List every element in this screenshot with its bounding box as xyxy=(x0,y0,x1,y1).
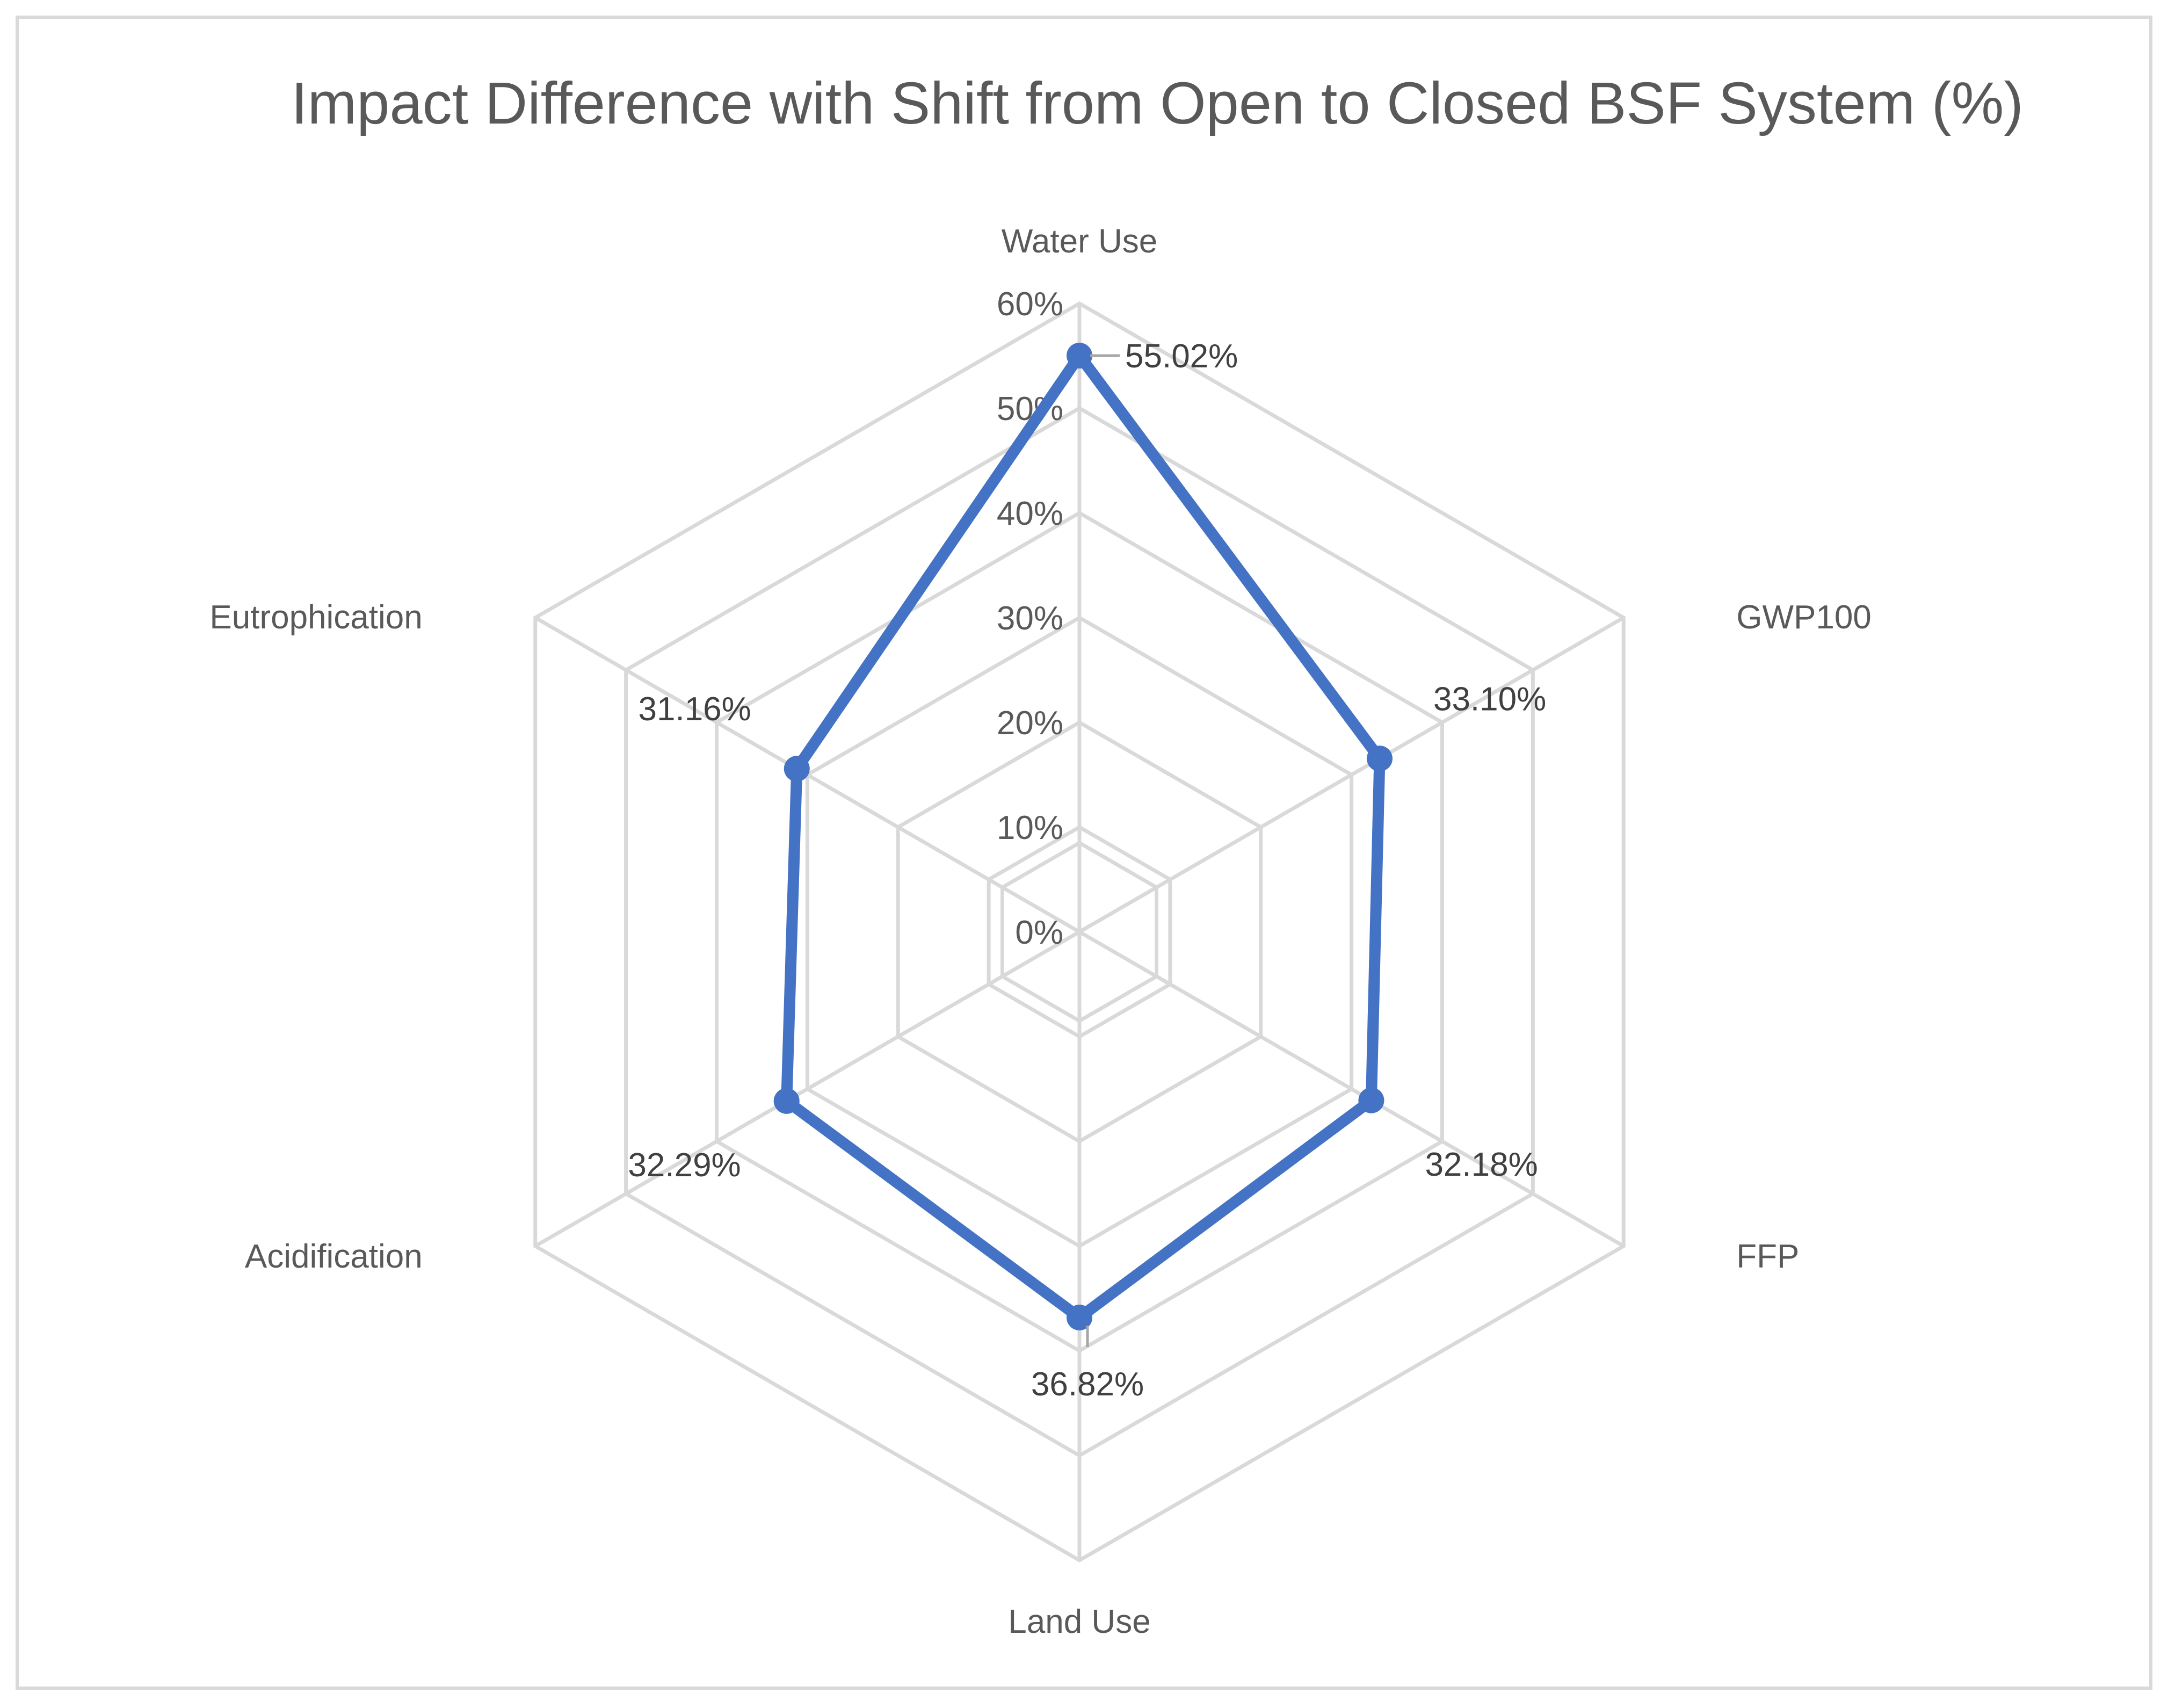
axis-label-layer: Water Use GWP100 FFP Land Use Acidification E… xyxy=(209,223,1871,1640)
chart-title: Impact Difference with Shift from Open t… xyxy=(291,70,2024,136)
tick-label-0: 0% xyxy=(1015,914,1063,951)
data-label-layer: 55.02% 33.10% 32.18% 36.82% 32.29% 31.16% xyxy=(628,338,1546,1403)
axis-label-water-use: Water Use xyxy=(1002,223,1158,260)
tick-label-30: 30% xyxy=(997,600,1063,637)
axis-label-ffp: FFP xyxy=(1736,1238,1799,1275)
axis-label-eutrophication: Eutrophication xyxy=(209,599,422,636)
spoke-acidification xyxy=(534,930,1081,1248)
data-label-ffp: 32.18% xyxy=(1425,1146,1538,1183)
series-layer xyxy=(773,343,1393,1330)
data-point-ffp xyxy=(1358,1087,1384,1113)
data-point-gwp100 xyxy=(1366,746,1393,772)
axis-label-acidification: Acidification xyxy=(245,1238,423,1275)
tick-label-40: 40% xyxy=(997,495,1063,532)
data-label-land-use: 36.82% xyxy=(1031,1366,1144,1403)
data-label-gwp100: 33.10% xyxy=(1433,681,1546,718)
tick-label-10: 10% xyxy=(997,809,1063,846)
data-label-water-use: 55.02% xyxy=(1125,338,1238,375)
spoke-ffp xyxy=(1078,930,1625,1248)
data-point-water-use xyxy=(1067,343,1092,369)
data-label-acidification: 32.29% xyxy=(628,1147,741,1184)
tick-label-20: 20% xyxy=(997,705,1063,742)
data-point-acidification xyxy=(773,1088,800,1114)
data-label-eutrophication: 31.16% xyxy=(639,691,751,728)
data-point-eutrophication xyxy=(784,756,810,782)
tick-label-60: 60% xyxy=(997,286,1063,323)
chart-border xyxy=(16,16,2152,1690)
axis-label-land-use: Land Use xyxy=(1008,1603,1150,1640)
axis-label-gwp100: GWP100 xyxy=(1736,599,1872,636)
spoke-gwp100 xyxy=(1078,616,1625,934)
data-point-land-use xyxy=(1067,1304,1092,1330)
